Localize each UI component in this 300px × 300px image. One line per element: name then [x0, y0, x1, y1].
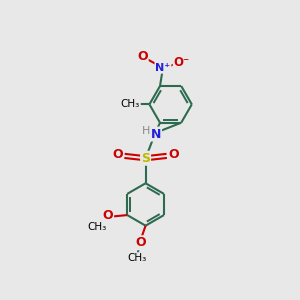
- Text: O: O: [135, 236, 146, 249]
- Text: CH₃: CH₃: [128, 253, 147, 263]
- Text: S: S: [141, 152, 150, 165]
- Text: H: H: [142, 126, 150, 136]
- Text: CH₃: CH₃: [121, 99, 140, 109]
- Text: N: N: [151, 128, 161, 141]
- Text: O: O: [137, 50, 148, 63]
- Text: O⁻: O⁻: [174, 56, 190, 69]
- Text: CH₃: CH₃: [88, 222, 107, 232]
- Text: N⁺: N⁺: [155, 63, 170, 73]
- Text: O: O: [103, 209, 113, 223]
- Text: O: O: [112, 148, 123, 161]
- Text: O: O: [168, 148, 178, 161]
